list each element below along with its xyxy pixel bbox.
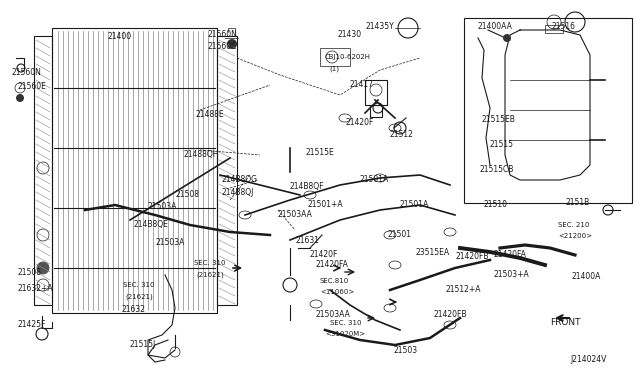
- Text: 214B8QF: 214B8QF: [290, 182, 324, 191]
- Text: (21621): (21621): [125, 293, 153, 299]
- Text: 21560N: 21560N: [12, 68, 42, 77]
- Text: FRONT: FRONT: [550, 318, 580, 327]
- Text: SEC. 310: SEC. 310: [123, 282, 154, 288]
- Text: 21510: 21510: [484, 200, 508, 209]
- Text: 21400A: 21400A: [571, 272, 600, 281]
- Circle shape: [16, 94, 24, 102]
- Text: 21417: 21417: [350, 80, 374, 89]
- Text: SEC.810: SEC.810: [320, 278, 349, 284]
- Text: 21508: 21508: [175, 190, 199, 199]
- Bar: [217, 36, 237, 305]
- Text: (1): (1): [329, 65, 339, 71]
- Text: 21503AA: 21503AA: [278, 210, 313, 219]
- Text: 21515J: 21515J: [130, 340, 156, 349]
- Text: 21488QH: 21488QH: [183, 150, 218, 159]
- Text: 21560N: 21560N: [208, 30, 238, 39]
- Text: <11060>: <11060>: [320, 289, 355, 295]
- Text: 21501+A: 21501+A: [308, 200, 344, 209]
- Text: 21512+A: 21512+A: [445, 285, 481, 294]
- Text: 21435Y: 21435Y: [365, 22, 394, 31]
- Circle shape: [503, 34, 511, 42]
- Text: 214B8QE: 214B8QE: [133, 220, 168, 229]
- Bar: [34, 36, 52, 305]
- Text: 21501A: 21501A: [360, 175, 389, 184]
- Text: 21515: 21515: [490, 140, 514, 149]
- Text: 23515EA: 23515EA: [416, 248, 450, 257]
- Text: 21420FB: 21420FB: [433, 310, 467, 319]
- Text: 21420F: 21420F: [310, 250, 339, 259]
- Text: 21503: 21503: [393, 346, 417, 355]
- Circle shape: [227, 39, 237, 49]
- Text: 21632+A: 21632+A: [18, 284, 54, 293]
- Text: 21425F: 21425F: [18, 320, 46, 329]
- Text: 21430: 21430: [337, 30, 361, 39]
- Text: (21621): (21621): [196, 272, 224, 278]
- Text: 21420FB: 21420FB: [455, 252, 488, 261]
- Bar: [370, 105, 382, 117]
- Text: 21400AA: 21400AA: [477, 22, 512, 31]
- Text: 21420FA: 21420FA: [494, 250, 527, 259]
- Text: 21516: 21516: [552, 22, 576, 31]
- Text: 21503A: 21503A: [148, 202, 177, 211]
- Text: 21400: 21400: [108, 32, 132, 41]
- Text: 21560C: 21560C: [208, 42, 237, 51]
- Text: 21501: 21501: [388, 230, 412, 239]
- Text: 21420FA: 21420FA: [316, 260, 349, 269]
- Text: 21508: 21508: [18, 268, 42, 277]
- Text: 21503+A: 21503+A: [494, 270, 530, 279]
- Text: 21420F: 21420F: [345, 118, 373, 127]
- Text: <31020M>: <31020M>: [325, 331, 365, 337]
- Text: 21512: 21512: [390, 130, 414, 139]
- Text: 21632: 21632: [122, 305, 146, 314]
- Text: 21560E: 21560E: [18, 82, 47, 91]
- Text: 21503AA: 21503AA: [316, 310, 351, 319]
- Text: 21503A: 21503A: [155, 238, 184, 247]
- Bar: [52, 28, 217, 313]
- Text: 21501A: 21501A: [400, 200, 429, 209]
- Text: 21515CB: 21515CB: [479, 165, 513, 174]
- Text: 214B8QG: 214B8QG: [222, 175, 258, 184]
- Text: SEC. 310: SEC. 310: [330, 320, 362, 326]
- Text: SEC. 210: SEC. 210: [558, 222, 589, 228]
- Bar: [365, 80, 387, 105]
- Bar: [545, 25, 563, 33]
- Text: 21488E: 21488E: [195, 110, 223, 119]
- Bar: [320, 48, 350, 66]
- Text: 21515E: 21515E: [305, 148, 333, 157]
- Text: CBJ10-6202H: CBJ10-6202H: [325, 54, 371, 60]
- Text: 21515EB: 21515EB: [481, 115, 515, 124]
- Text: 2151B: 2151B: [566, 198, 590, 207]
- Text: 21631: 21631: [295, 236, 319, 245]
- Text: <21200>: <21200>: [558, 233, 592, 239]
- Text: SEC. 310: SEC. 310: [195, 260, 226, 266]
- Circle shape: [37, 262, 49, 274]
- Text: J214024V: J214024V: [570, 355, 606, 364]
- Text: 214B8QJ: 214B8QJ: [222, 188, 254, 197]
- Bar: [464, 18, 632, 203]
